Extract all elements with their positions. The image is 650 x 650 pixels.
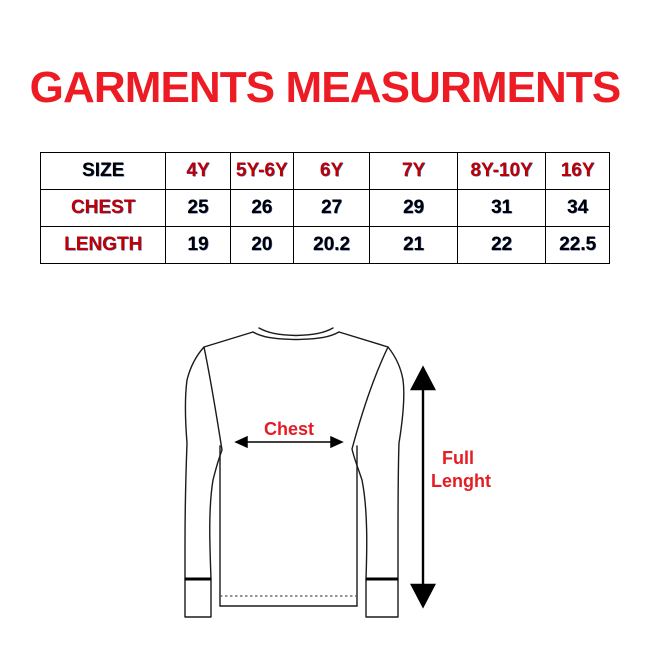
svg-text:Chest: Chest bbox=[264, 419, 314, 439]
svg-text:Lenght: Lenght bbox=[431, 471, 491, 491]
svg-text:Full: Full bbox=[442, 448, 474, 468]
